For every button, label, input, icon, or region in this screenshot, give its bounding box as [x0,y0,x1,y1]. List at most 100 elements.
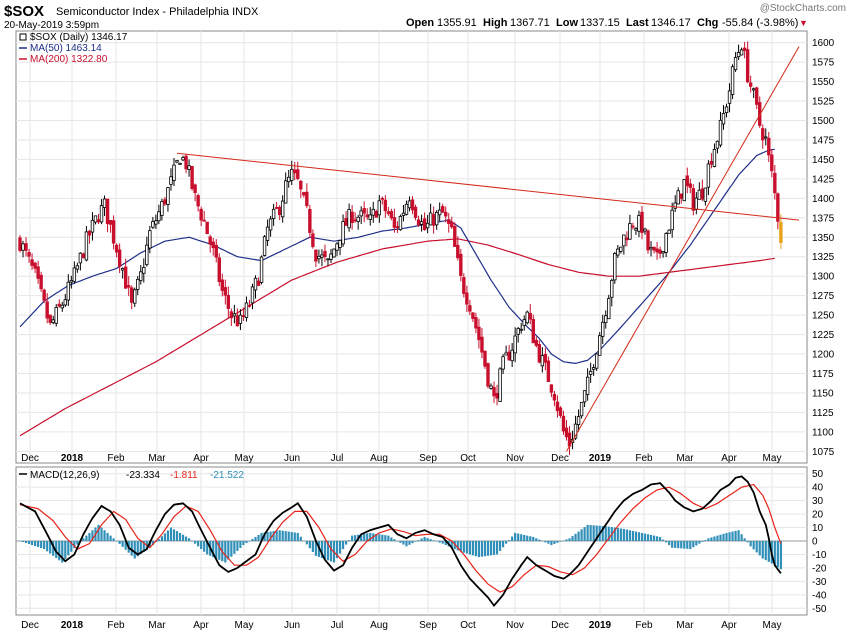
candle-body [561,415,566,432]
price-tick-label: 1350 [812,233,835,244]
candle-body [601,321,605,337]
price-date-label: Nov [506,453,524,464]
open-label: Open [406,17,434,29]
price-date-label: Oct [460,453,476,464]
last-label: Last [626,17,649,29]
candle-body [123,266,128,289]
macd-histogram-bar [151,541,154,546]
macd-histogram-bar [67,541,70,556]
macd-histogram-bar [489,541,493,556]
macd-histogram-bar [191,541,194,542]
candle-body [582,390,587,403]
candle-body [585,376,590,395]
macd-histogram-bar [64,541,67,559]
macd-histogram-bar [761,541,764,559]
macd-histogram-bar [417,540,420,541]
price-tick-label: 1475 [812,135,835,146]
candle-body [516,328,520,335]
macd-histogram-bar [538,539,541,541]
candle-body [21,243,25,251]
candle-body [57,303,61,307]
candle-body [573,423,578,439]
candle-body [217,257,221,283]
macd-date-label: Feb [635,620,653,631]
candle-body [607,298,611,320]
candle-body [347,209,351,229]
candle-body [72,267,77,282]
macd-histogram-bar [58,541,61,561]
price-date-label: Aug [370,453,388,464]
macd-histogram-bar [290,532,293,541]
macd-histogram-bar [396,541,399,542]
macd-histogram-bar [773,541,776,566]
candle-body [649,246,653,250]
candle-body [640,211,644,233]
candle-body [507,351,511,361]
candle-body [441,206,445,213]
macd-histogram-bar [737,530,740,541]
candle-body [504,352,508,356]
candle-body [18,237,22,251]
candle-body [700,188,705,200]
chg-down-icon: ▼ [799,18,808,28]
macd-histogram-bar [776,541,779,568]
candle-body [256,280,261,286]
candle-body [489,385,493,389]
macd-histogram-bar [408,541,411,545]
candle-body [742,47,747,51]
macd-histogram-bar [366,533,369,541]
candle-body [492,387,496,397]
macd-histogram-bar [501,541,505,548]
macd-histogram-bar [163,533,167,541]
macd-histogram-bar [369,532,372,541]
candle-body [290,168,294,181]
price-legend-label: MA(50) 1463.14 [30,43,102,54]
high-label: High [483,17,508,29]
candle-body [356,216,360,222]
candle-body [410,199,415,211]
macd-histogram-bar [269,531,272,541]
macd-histogram-bar [260,532,263,541]
macd-histogram-bar [88,532,91,541]
price-tick-label: 1225 [812,330,835,341]
macd-histogram-bar [242,541,245,546]
candle-body [727,90,732,104]
price-tick-label: 1525 [812,97,835,108]
macd-histogram-bar [532,536,535,541]
macd-histogram-bar [423,536,426,541]
candle-body [54,307,58,324]
price-date-label: 2018 [61,453,84,464]
candle-body [625,237,629,241]
candle-body [102,198,107,208]
macd-histogram-bar [764,541,767,561]
candle-body [87,230,92,236]
macd-histogram-bar [40,541,43,549]
macd-histogram-bar [743,538,746,541]
trendlines [176,46,800,452]
candle-body [673,202,677,209]
price-tick-label: 1100 [812,427,834,438]
candle-body [238,314,243,324]
candle-body [715,140,720,149]
candle-body [537,344,542,363]
candle-body [591,367,596,370]
candle-body [718,119,723,146]
candle-body [655,248,659,253]
candle-body [341,221,345,245]
macd-histogram-bar [674,541,677,548]
candle-body [96,219,101,223]
macd-histogram-bar [76,541,79,545]
macd-histogram-bar [749,541,752,547]
macd-histogram-bar [586,524,589,541]
candle-body [703,187,708,202]
candle-body [335,243,339,251]
macd-histogram-bar [574,533,577,541]
macd-date-label: Dec [551,620,569,631]
macd-histogram-bar [662,539,665,541]
candle-body [280,200,285,218]
candle-body [93,215,98,223]
candle-body [688,183,692,188]
macd-histogram-bar [640,532,644,541]
macd-histogram-bar [278,530,281,541]
